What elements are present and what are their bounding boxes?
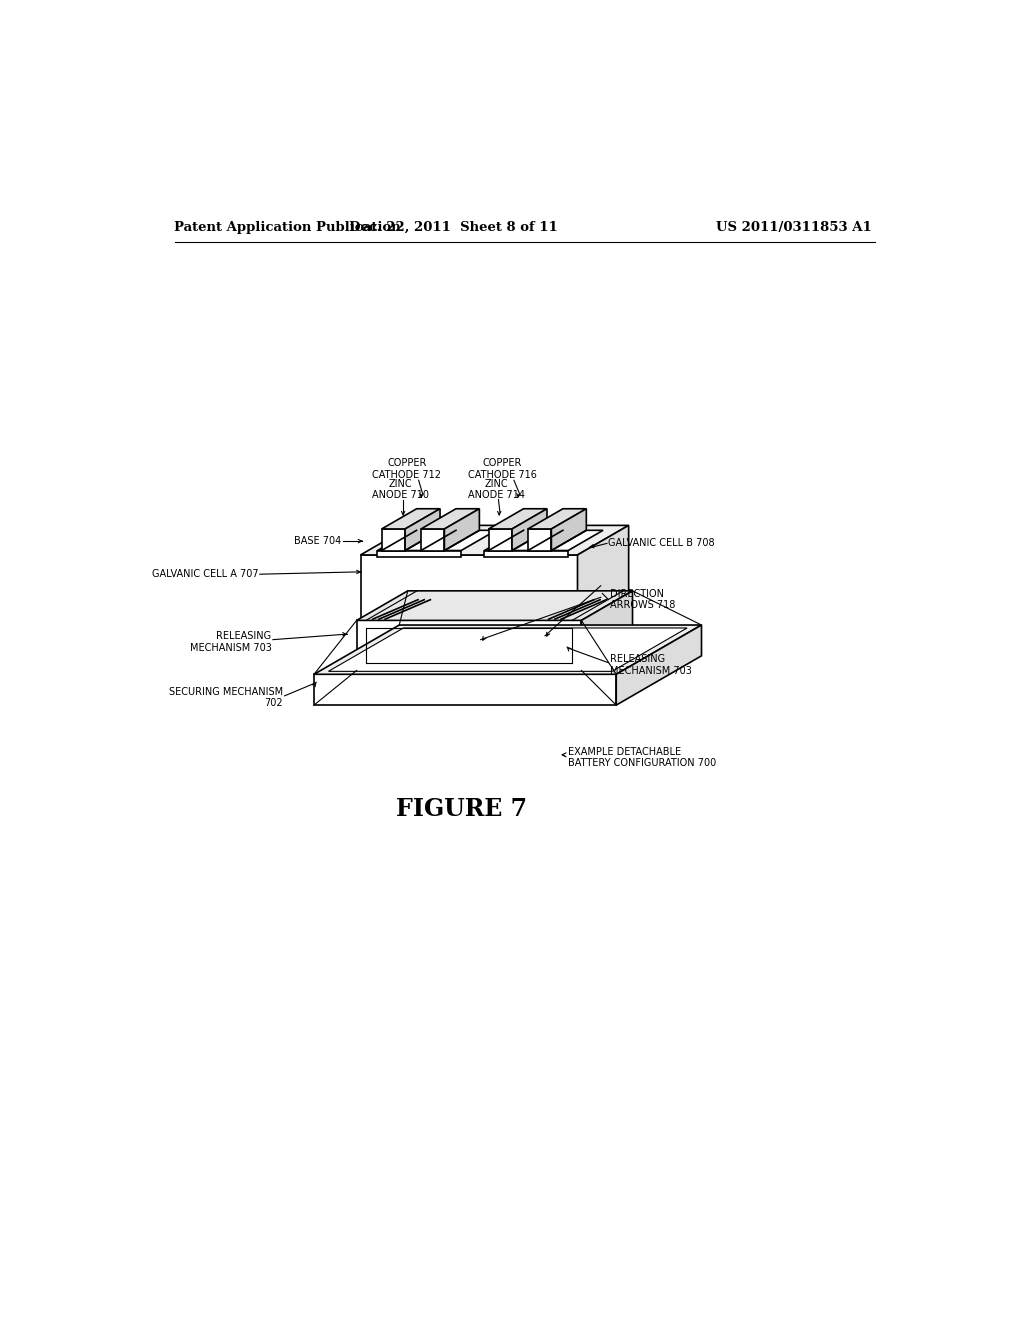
Polygon shape: [382, 529, 406, 550]
Polygon shape: [616, 626, 701, 705]
Polygon shape: [356, 620, 582, 671]
Polygon shape: [382, 508, 440, 529]
Text: Dec. 22, 2011  Sheet 8 of 11: Dec. 22, 2011 Sheet 8 of 11: [349, 222, 558, 234]
Text: US 2011/0311853 A1: US 2011/0311853 A1: [716, 222, 872, 234]
Polygon shape: [360, 554, 578, 620]
Polygon shape: [406, 508, 440, 550]
Text: DIRECTION
ARROWS 718: DIRECTION ARROWS 718: [610, 589, 676, 610]
Polygon shape: [314, 675, 616, 705]
Polygon shape: [488, 529, 512, 550]
Text: ZINC
ANODE 710: ZINC ANODE 710: [373, 479, 429, 500]
Polygon shape: [582, 591, 633, 671]
Polygon shape: [421, 529, 444, 550]
Polygon shape: [378, 531, 496, 550]
Polygon shape: [421, 508, 479, 529]
Polygon shape: [528, 508, 587, 529]
Polygon shape: [444, 508, 479, 550]
Polygon shape: [314, 626, 701, 675]
Text: RELEASING
MECHANISM 703: RELEASING MECHANISM 703: [610, 655, 692, 676]
Polygon shape: [329, 628, 687, 672]
Text: BASE 704: BASE 704: [294, 536, 341, 546]
Polygon shape: [551, 508, 587, 550]
Polygon shape: [378, 550, 461, 557]
Polygon shape: [484, 531, 603, 550]
Text: ZINC
ANODE 714: ZINC ANODE 714: [468, 479, 524, 500]
Text: FIGURE 7: FIGURE 7: [395, 797, 526, 821]
Text: COPPER
CATHODE 712: COPPER CATHODE 712: [373, 458, 441, 479]
Polygon shape: [484, 550, 568, 557]
Text: GALVANIC CELL B 708: GALVANIC CELL B 708: [608, 539, 715, 548]
Text: SECURING MECHANISM
702: SECURING MECHANISM 702: [169, 686, 283, 709]
Polygon shape: [512, 508, 547, 550]
Text: GALVANIC CELL A 707: GALVANIC CELL A 707: [152, 569, 258, 579]
Polygon shape: [528, 529, 551, 550]
Text: Patent Application Publication: Patent Application Publication: [174, 222, 401, 234]
Text: COPPER
CATHODE 716: COPPER CATHODE 716: [468, 458, 537, 479]
Polygon shape: [360, 525, 629, 554]
Text: RELEASING
MECHANISM 703: RELEASING MECHANISM 703: [189, 631, 271, 653]
Polygon shape: [488, 508, 547, 529]
Polygon shape: [578, 525, 629, 620]
Polygon shape: [356, 591, 633, 620]
Text: EXAMPLE DETACHABLE
BATTERY CONFIGURATION 700: EXAMPLE DETACHABLE BATTERY CONFIGURATION…: [568, 747, 717, 768]
